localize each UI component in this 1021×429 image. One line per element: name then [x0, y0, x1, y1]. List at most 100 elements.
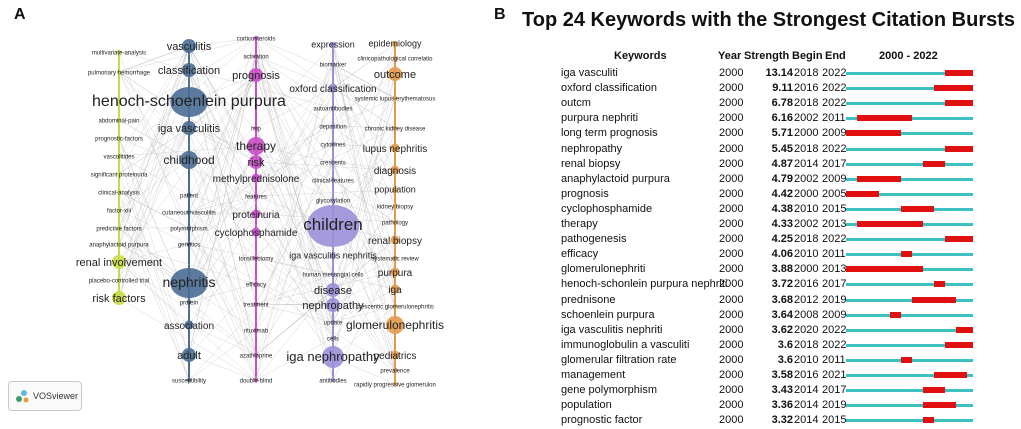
row-begin: 2002 [794, 218, 819, 230]
node-label: risk factors [92, 293, 146, 305]
node-label: anaphylactoid purpura [89, 243, 149, 249]
row-year: 2000 [719, 369, 744, 381]
network-node [253, 35, 259, 41]
network-node [388, 67, 402, 81]
node-label: glomerulonephritis [346, 318, 444, 332]
row-end: 2005 [822, 187, 847, 200]
burst-segment [923, 402, 957, 409]
row-year: 2000 [719, 127, 744, 140]
node-label: iga [388, 285, 402, 296]
network-edge [118, 209, 190, 381]
burst-row: population 2000 3.36 2014 2019 [486, 398, 1021, 413]
timeline-bar [846, 177, 973, 181]
row-strength: 4.79 [771, 172, 793, 185]
network-node [386, 316, 404, 334]
node-label: patient [180, 194, 198, 200]
row-begin: 2000 [794, 187, 819, 200]
row-keyword: anaphylactoid purpura [561, 172, 670, 185]
row-begin: 2014 [794, 399, 819, 412]
row-strength: 9.11 [772, 82, 793, 95]
node-label: efficacy [246, 283, 266, 289]
network-edge [332, 305, 396, 323]
burst-segment [945, 70, 973, 76]
row-keyword: henoch-schonlein purpura nephriti [561, 278, 728, 291]
burst-segment [956, 326, 973, 333]
network-edge [332, 273, 396, 371]
row-strength: 3.62 [771, 323, 793, 336]
network-edge [255, 161, 396, 171]
network-edge [188, 127, 334, 339]
network-edge [332, 289, 396, 371]
node-label: clinical-analysis [98, 191, 140, 197]
node-label: iga nephropathy [286, 349, 380, 364]
row-year: 2000 [719, 308, 744, 321]
network-edge [188, 69, 334, 109]
node-label: systematic review [371, 257, 419, 263]
network-edge [118, 127, 190, 211]
network-edge [188, 213, 257, 326]
burst-row: anaphylactoid purpura 2000 4.79 2002 2009 [486, 172, 1021, 187]
network-edge [118, 145, 257, 157]
node-label: hsp [251, 127, 261, 133]
network-edge [118, 71, 190, 229]
network-node [326, 283, 340, 297]
network-edge [188, 87, 334, 303]
network-edge [255, 205, 396, 381]
node-label: cyclophosphamide [215, 228, 298, 239]
node-label: iga vasculitis [158, 123, 221, 135]
network-node [392, 367, 398, 373]
network-edge [188, 127, 334, 181]
burst-row: long term prognosis 2000 5.71 2000 2009 [486, 126, 1021, 141]
network-edge [188, 37, 257, 245]
network-node [253, 377, 259, 383]
network-node [249, 155, 263, 169]
row-year: 2000 [719, 293, 744, 306]
network-edge [332, 63, 396, 290]
node-label: prognosis [232, 70, 280, 82]
row-begin: 2016 [794, 278, 819, 291]
row-begin: 2018 [794, 67, 819, 79]
row-begin: 2016 [794, 82, 819, 95]
network-edge [188, 143, 334, 326]
row-keyword: iga vasculiti [561, 67, 618, 79]
network-node [116, 207, 122, 213]
network-node [392, 303, 398, 309]
network-edge [188, 159, 257, 356]
row-keyword: immunoglobulin a vasculiti [561, 338, 690, 351]
network-node [390, 165, 400, 175]
network-edge [188, 177, 257, 356]
network-edge [118, 127, 190, 193]
network-node [112, 255, 126, 269]
row-strength: 3.6 [777, 353, 793, 366]
network-node [330, 105, 336, 111]
network-node [116, 241, 122, 247]
timeline-bar [846, 162, 973, 166]
network-edge [118, 209, 190, 245]
network-edge [118, 37, 257, 73]
network-edge [332, 257, 396, 291]
burst-row: iga vasculitis nephriti 2000 3.62 2020 2022 [486, 323, 1021, 338]
network-edge [118, 173, 190, 356]
node-label: corticosteroids [237, 37, 276, 43]
timeline-bar [846, 374, 973, 377]
network-node [330, 141, 336, 147]
network-edge [118, 127, 190, 245]
network-edge [332, 57, 396, 127]
node-label: pathology [382, 221, 408, 227]
burst-row: henoch-schonlein purpura nephriti 2000 3.7… [486, 277, 1021, 292]
network-edge [118, 101, 190, 299]
burst-row: schoenlein purpura 2000 3.64 2008 2009 [486, 308, 1021, 323]
network-node [112, 291, 126, 305]
network-edge [188, 55, 257, 284]
row-begin: 2020 [794, 323, 819, 336]
node-label: human mesangial cells [302, 273, 363, 279]
network-node [330, 123, 336, 129]
row-end: 2022 [822, 338, 847, 351]
network-edge [332, 305, 396, 358]
network-edge [188, 195, 257, 229]
network-node [392, 95, 398, 101]
row-keyword: glomerulonephriti [561, 263, 646, 276]
network-edge [255, 189, 396, 197]
row-keyword: outcm [561, 97, 591, 110]
row-keyword: purpura nephriti [561, 112, 639, 125]
